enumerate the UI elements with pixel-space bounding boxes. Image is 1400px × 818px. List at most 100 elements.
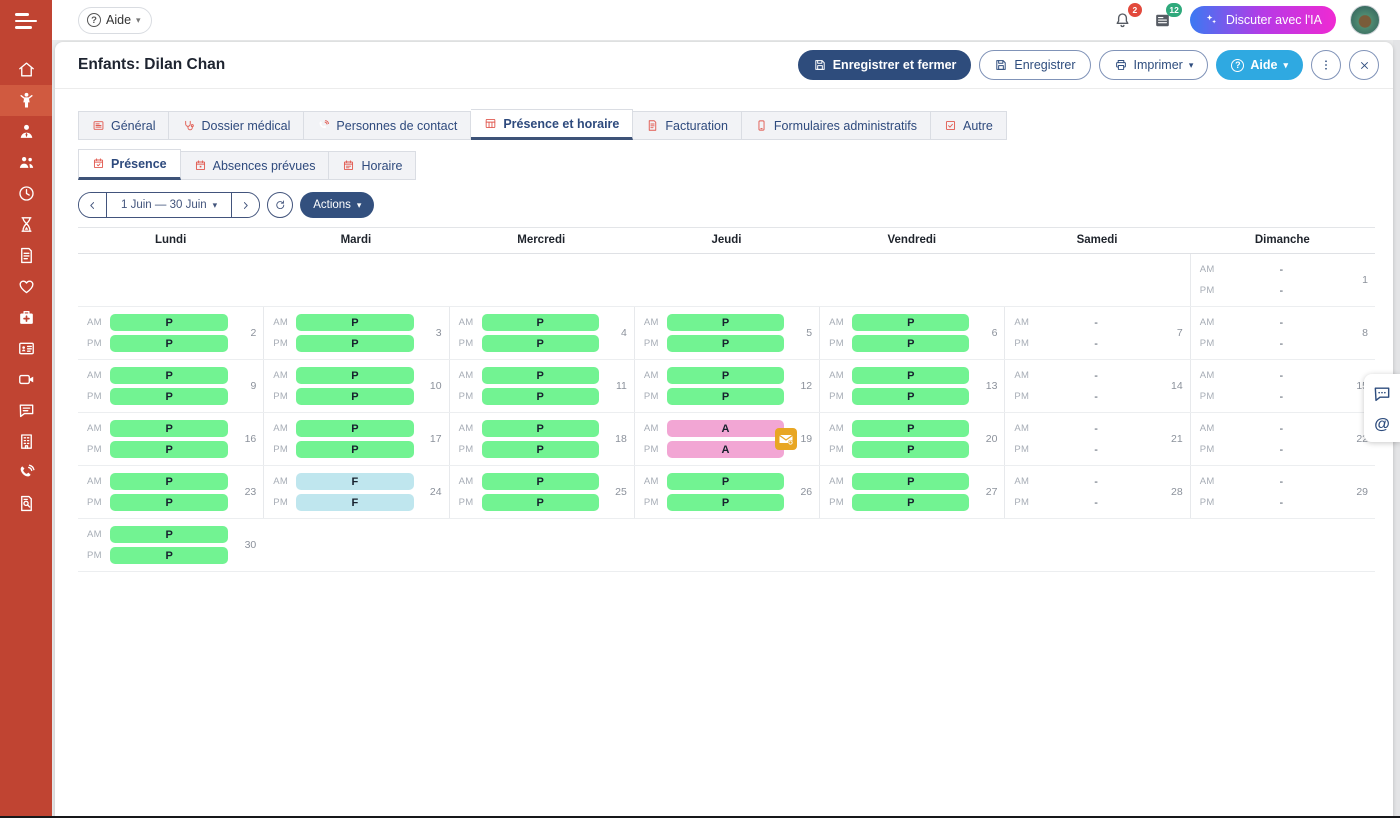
tab-pr-sence-et-horaire[interactable]: Présence et horaire	[471, 109, 634, 140]
status-pill-am[interactable]: P	[110, 420, 229, 437]
status-pill-am[interactable]: A	[666, 420, 785, 437]
sidebar-item-user-tie[interactable]	[0, 116, 52, 147]
status-pill-am[interactable]: F	[296, 473, 414, 490]
status-pill-am[interactable]: P	[296, 314, 414, 331]
topbar-help-button[interactable]: ? Aide ▾	[78, 6, 152, 34]
sidebar-item-heart[interactable]	[0, 271, 52, 302]
pm-label: PM	[87, 444, 102, 455]
status-pill-am[interactable]: P	[110, 367, 229, 384]
pm-label: PM	[1014, 497, 1030, 508]
help-button[interactable]: ? Aide ▾	[1216, 50, 1303, 80]
close-button[interactable]	[1349, 50, 1379, 80]
status-pill-pm[interactable]: P	[110, 335, 229, 352]
hamburger-menu-icon[interactable]	[0, 0, 52, 42]
sidebar-item-hourglass[interactable]	[0, 209, 52, 240]
tab-autre[interactable]: Autre	[931, 111, 1007, 140]
print-button[interactable]: Imprimer ▾	[1098, 50, 1209, 80]
status-pill-am[interactable]: P	[296, 420, 414, 437]
sidebar-item-medkit[interactable]	[0, 302, 52, 333]
status-pill-pm[interactable]: P	[666, 388, 785, 405]
day-cell: AM P PM P 30	[78, 519, 263, 571]
status-pill-am[interactable]: P	[296, 367, 414, 384]
subtab-horaire[interactable]: Horaire	[329, 151, 417, 180]
table-icon	[484, 117, 497, 130]
status-pill-am[interactable]: P	[666, 367, 785, 384]
sidebar-item-building[interactable]	[0, 426, 52, 457]
tab-dossier-m-dical[interactable]: Dossier médical	[169, 111, 305, 140]
status-pill-am[interactable]: P	[666, 473, 785, 490]
status-pill-pm[interactable]: P	[110, 494, 229, 511]
status-pill-am[interactable]: P	[481, 314, 599, 331]
status-pill-pm[interactable]: P	[481, 494, 599, 511]
chat-bubble-icon[interactable]	[1372, 384, 1392, 404]
tab-label: Autre	[963, 118, 993, 133]
status-pill-am[interactable]: P	[481, 367, 599, 384]
status-pill-pm[interactable]: P	[852, 335, 970, 352]
status-pill-pm[interactable]: P	[481, 441, 599, 458]
status-pill-am[interactable]: P	[110, 526, 229, 543]
status-pill-pm[interactable]: P	[110, 441, 229, 458]
previous-period-button[interactable]	[79, 193, 106, 217]
sidebar-item-clock[interactable]	[0, 178, 52, 209]
absence-mail-icon[interactable]	[775, 428, 798, 450]
status-pill-am[interactable]: P	[110, 473, 229, 490]
refresh-button[interactable]	[267, 192, 294, 218]
status-pill-pm[interactable]: P	[852, 441, 970, 458]
am-label: AM	[1199, 264, 1215, 275]
actions-dropdown-button[interactable]: Actions ▾	[300, 192, 375, 218]
status-pill-am[interactable]: P	[481, 420, 599, 437]
more-options-button[interactable]	[1311, 50, 1341, 80]
am-label: AM	[1199, 317, 1215, 328]
status-pill-pm[interactable]: P	[481, 335, 599, 352]
sidebar-item-id-card[interactable]	[0, 333, 52, 364]
user-avatar[interactable]	[1350, 5, 1380, 35]
next-period-button[interactable]	[232, 193, 260, 217]
tab-personnes-de-contact[interactable]: Personnes de contact	[304, 111, 472, 140]
status-pill-pm[interactable]: F	[296, 494, 414, 511]
save-button[interactable]: Enregistrer	[979, 50, 1091, 80]
tab-facturation[interactable]: Facturation	[633, 111, 742, 140]
subtab-pr-sence[interactable]: Présence	[78, 149, 181, 180]
status-pill-pm[interactable]: P	[852, 494, 970, 511]
main-tabs: Général Dossier médical Personnes de conta…	[78, 109, 1375, 140]
status-pill-am[interactable]: P	[852, 314, 970, 331]
news-button[interactable]: 12	[1150, 3, 1182, 33]
chat-ai-button[interactable]: Discuter avec l'IA	[1189, 6, 1336, 34]
status-pill-pm[interactable]: P	[481, 388, 599, 405]
sidebar-item-home[interactable]	[0, 54, 52, 85]
status-pill-pm[interactable]: P	[296, 388, 414, 405]
calendar-check-icon	[92, 157, 105, 170]
status-pill-am[interactable]: P	[110, 314, 229, 331]
status-pill-pm[interactable]: P	[296, 335, 414, 352]
main-sidebar	[0, 0, 52, 818]
status-pill-pm[interactable]: P	[110, 388, 229, 405]
sidebar-item-users[interactable]	[0, 147, 52, 178]
day-number: 5	[806, 327, 813, 339]
status-pill-pm[interactable]: P	[852, 388, 970, 405]
day-number: 6	[991, 327, 998, 339]
sidebar-item-phone[interactable]	[0, 457, 52, 488]
save-and-close-button[interactable]: Enregistrer et fermer	[797, 50, 972, 80]
status-pill-pm[interactable]: P	[296, 441, 414, 458]
tab-formulaires-administratifs[interactable]: Formulaires administratifs	[741, 111, 931, 140]
tab-g-n-ral[interactable]: Général	[78, 111, 170, 140]
at-mention-icon[interactable]: @	[1374, 416, 1390, 433]
sidebar-item-invoice[interactable]	[0, 240, 52, 271]
date-range-dropdown[interactable]: 1 Juin — 30 Juin ▾	[106, 193, 233, 217]
status-pill-pm[interactable]: P	[666, 494, 785, 511]
sidebar-item-comment[interactable]	[0, 395, 52, 426]
subtab-absences-pr-vues[interactable]: Absences prévues	[180, 151, 330, 180]
status-pill-am[interactable]: P	[852, 473, 970, 490]
notifications-button[interactable]: 2	[1110, 3, 1142, 33]
status-pill-am[interactable]: P	[852, 420, 970, 437]
status-pill-am[interactable]: P	[666, 314, 785, 331]
status-pill-pm[interactable]: P	[666, 335, 785, 352]
status-pill-pm[interactable]: P	[110, 547, 229, 564]
sidebar-item-file-search[interactable]	[0, 488, 52, 519]
status-pill-pm[interactable]: A	[666, 441, 785, 458]
status-pill-am[interactable]: P	[481, 473, 599, 490]
status-pill-am[interactable]: P	[852, 367, 970, 384]
sidebar-item-video[interactable]	[0, 364, 52, 395]
am-label: AM	[458, 317, 474, 328]
sidebar-item-child[interactable]	[0, 85, 52, 116]
